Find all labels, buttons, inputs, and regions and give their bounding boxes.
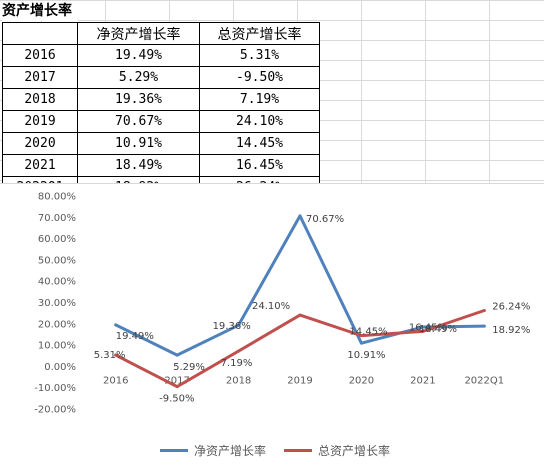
table-cell[interactable]: 5.31% — [199, 44, 320, 67]
legend-label: 净资产增长率 — [194, 443, 267, 458]
data-point — [359, 341, 363, 345]
data-label: 16.45% — [409, 322, 447, 333]
table-cell[interactable]: 2018 — [2, 88, 78, 111]
table-cell[interactable]: 10.91% — [77, 132, 200, 155]
table-row: 2021 18.49% 16.45% — [2, 154, 320, 177]
data-point — [114, 353, 118, 357]
table-row: 2020 10.91% 14.45% — [2, 132, 320, 155]
y-tick-label: 0.00% — [44, 362, 76, 373]
y-tick-label: 10.00% — [38, 341, 76, 352]
legend-label: 总资产增长率 — [318, 443, 391, 458]
y-tick-label: 70.00% — [38, 213, 76, 224]
data-table: 净资产增长率 总资产增长率 2016 19.49% 5.31% 2017 5.2… — [2, 22, 320, 199]
table-header-cell[interactable]: 总资产增长率 — [199, 22, 320, 45]
data-point — [421, 329, 425, 333]
legend-item-net-assets: 净资产增长率 — [160, 442, 266, 459]
data-label: -9.50% — [159, 394, 194, 405]
y-tick-label: -10.00% — [34, 383, 76, 394]
y-tick-label: 50.00% — [38, 255, 76, 266]
table-cell[interactable]: 5.29% — [77, 66, 200, 89]
y-tick-label: 40.00% — [38, 277, 76, 288]
data-point — [421, 325, 425, 329]
data-label: 7.19% — [221, 358, 253, 369]
data-label: 19.49% — [116, 331, 154, 342]
table-cell[interactable]: 14.45% — [199, 132, 320, 155]
table-row: 2016 19.49% 5.31% — [2, 44, 320, 67]
x-tick-label: 2018 — [226, 375, 251, 386]
data-label: 10.91% — [347, 350, 385, 361]
x-tick-label: 2020 — [349, 375, 374, 386]
data-label: 5.31% — [94, 350, 126, 361]
table-cell[interactable]: 18.49% — [77, 154, 200, 177]
table-cell[interactable]: 19.49% — [77, 44, 200, 67]
legend-item-total-assets: 总资产增长率 — [284, 442, 390, 459]
data-label: 14.45% — [349, 327, 387, 338]
table-cell[interactable]: 19.36% — [77, 88, 200, 111]
data-label: 24.10% — [252, 301, 290, 312]
sheet-title: 资产增长率 — [2, 1, 78, 21]
table-cell[interactable]: 2021 — [2, 154, 78, 177]
legend-swatch — [160, 448, 188, 452]
x-tick-label: 2016 — [103, 375, 128, 386]
table-header-row: 净资产增长率 总资产增长率 — [2, 22, 320, 45]
table-row: 2018 19.36% 7.19% — [2, 88, 320, 111]
table-cell[interactable]: 2017 — [2, 66, 78, 89]
data-point — [359, 334, 363, 338]
table-header-cell[interactable] — [2, 22, 78, 45]
x-tick-label: 2021 — [410, 375, 435, 386]
chart-legend: 净资产增长率 总资产增长率 — [160, 442, 390, 458]
table-cell[interactable]: 16.45% — [199, 154, 320, 177]
data-label: 18.49% — [419, 324, 457, 335]
data-point — [482, 309, 486, 313]
table-cell[interactable]: 2019 — [2, 110, 78, 133]
table-cell[interactable]: 24.10% — [199, 110, 320, 133]
x-tick-label: 2022Q1 — [464, 375, 504, 386]
y-tick-label: 60.00% — [38, 234, 76, 245]
line-chart[interactable]: 80.00% 70.00% 60.00% 50.00% 40.00% 30.00% 20.0… — [0, 183, 544, 474]
data-label: 26.24% — [492, 302, 530, 313]
table-cell[interactable]: 70.67% — [77, 110, 200, 133]
table-cell[interactable]: 7.19% — [199, 88, 320, 111]
table-cell[interactable]: -9.50% — [199, 66, 320, 89]
table-cell[interactable]: 2016 — [2, 44, 78, 67]
data-point — [175, 385, 179, 389]
data-label: 19.36% — [213, 321, 251, 332]
table-row: 2017 5.29% -9.50% — [2, 66, 320, 89]
data-point — [237, 349, 241, 353]
data-label: 70.67% — [306, 214, 344, 225]
x-tick-label: 2017 — [164, 375, 189, 386]
y-tick-label: 20.00% — [38, 319, 76, 330]
y-tick-label: -20.00% — [34, 405, 76, 416]
data-point — [114, 323, 118, 327]
y-tick-label: 30.00% — [38, 298, 76, 309]
data-label: 5.29% — [173, 362, 205, 373]
data-label: 18.92% — [492, 325, 530, 336]
data-point — [237, 323, 241, 327]
table-cell[interactable]: 2020 — [2, 132, 78, 155]
chart-plot-area: 80.00% 70.00% 60.00% 50.00% 40.00% 30.00% 20.0… — [34, 192, 530, 416]
y-tick-label: 80.00% — [38, 192, 76, 203]
legend-swatch — [284, 448, 313, 452]
x-tick-label: 2019 — [287, 375, 312, 386]
data-point — [482, 324, 486, 328]
data-point — [298, 214, 302, 218]
table-header-cell[interactable]: 净资产增长率 — [77, 22, 200, 45]
data-point — [175, 353, 179, 357]
table-row: 2019 70.67% 24.10% — [2, 110, 320, 133]
data-point — [298, 313, 302, 317]
